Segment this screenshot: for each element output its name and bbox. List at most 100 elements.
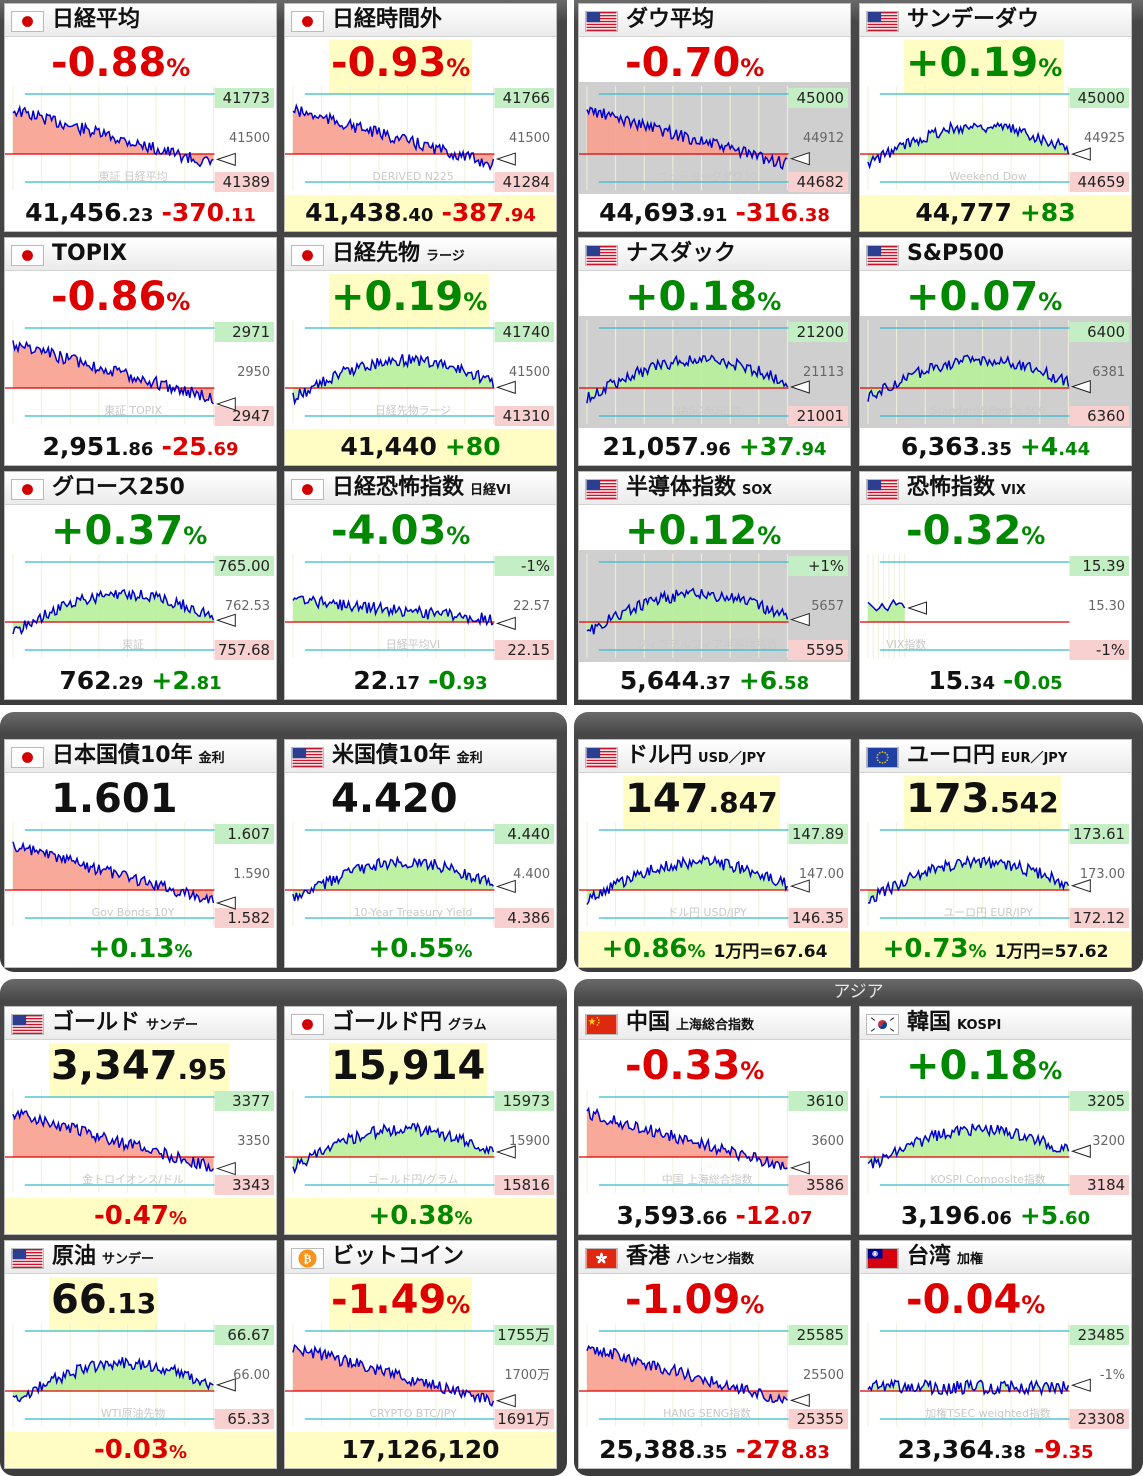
chart-label-mid: 21113 [803,365,844,380]
market-card-usdjpy[interactable]: ドル円 USD／JPY 147.847 ドル円 USD/JPY 147.89 147.00… [578,739,851,968]
price-chart[interactable]: Weekend Dow 45000 44925 44659 [860,82,1131,194]
chart-label-mid: 5657 [811,599,844,614]
price-chart[interactable]: NASDAQ指数 21200 21113 21001 [579,316,850,428]
card-header[interactable]: 日経先物 ラージ [285,238,556,271]
market-card-dow[interactable]: ダウ平均 -0.70% ニューヨークダウ30 45000 44912 44682 44,69… [578,3,851,232]
price-chart[interactable]: ニューヨークダウ30 45000 44912 44682 [579,82,850,194]
price-chart[interactable]: 加権TSEC weighted指数 23485 -1% 23308 [860,1319,1131,1431]
card-header[interactable]: ナスダック [579,238,850,271]
card-header[interactable]: 日経時間外 [285,4,556,37]
market-card-nikkei-ah[interactable]: 日経時間外 -0.93% DERIVED N225 41766 41500 41284 41… [284,3,557,232]
market-card-growth250[interactable]: グロース250 +0.37% 東証 765.00 762.53 757.68 762.29 +… [4,471,277,700]
price-chart[interactable]: 中国 上海総合指数 3610 3600 3586 [579,1085,850,1197]
card-header[interactable]: 香港 ハンセン指数 [579,1241,850,1274]
card-header[interactable]: 米国債10年 金利 [285,740,556,773]
price-chart[interactable]: CRYPTO BTC/JPY 1755万 1700万 1691万 [285,1319,556,1431]
market-card-taiwan[interactable]: 台湾 加権 -0.04% 加権TSEC weighted指数 23485 -1% 23308… [859,1240,1132,1469]
card-header[interactable]: グロース250 [5,472,276,505]
headline-percent: % [740,1291,765,1319]
price-chart[interactable]: 10-Year Treasury Yield 4.440 4.400 4.386 [285,818,556,930]
headline-value: -0.93% [329,40,473,94]
market-card-eurjpy[interactable]: ユーロ円 EUR／JPY 173.542 ユーロ円 EUR/JPY 173.61 173.… [859,739,1132,968]
chart-label-high: 173.61 [1073,825,1125,843]
price-chart[interactable]: 金トロイオンス/ドル 3377 3350 3343 [5,1085,276,1197]
market-card-hongkong[interactable]: 香港 ハンセン指数 -1.09% HANG SENG指数 25585 25500 25355… [578,1240,851,1469]
price-frac: .86 [121,439,154,460]
price-chart[interactable]: ゴールド円/グラム 15973 15900 15816 [285,1085,556,1197]
headline-main: -0.93 [331,40,447,86]
market-card-sox[interactable]: 半導体指数 SOX +0.12% フィラデルフィア半導体指数 +1% 5657 5595 5,… [578,471,851,700]
headline-frac: .542 [989,786,1059,819]
card-header[interactable]: 韓国 KOSPI [860,1007,1131,1040]
market-card-gold[interactable]: ゴールド サンデー 3,347.95 金トロイオンス/ドル 3377 3350 3343 -0… [4,1006,277,1235]
price-chart[interactable]: フィラデルフィア半導体指数 +1% 5657 5595 [579,550,850,662]
instrument-name: 米国債10年 金利 [332,743,483,768]
card-header[interactable]: ₿ ビットコイン [285,1241,556,1274]
market-card-china[interactable]: 中国 上海総合指数 -0.33% 中国 上海総合指数 3610 3600 3586 3,593… [578,1006,851,1235]
card-header[interactable]: S&P500 [860,238,1131,271]
market-card-korea[interactable]: 韓国 KOSPI +0.18% KOSPI Composite指数 3205 3200 31… [859,1006,1132,1235]
card-header[interactable]: 原油 サンデー [5,1241,276,1274]
quote-footer: 6,363.35 +4.44 [860,429,1131,465]
price-chart[interactable]: HANG SENG指数 25585 25500 25355 [579,1319,850,1431]
price-chart[interactable]: 日経先物ラージ 41740 41500 41310 [285,316,556,428]
price-chart[interactable]: ユーロ円 EUR/JPY 173.61 173.00 172.12 [860,818,1131,930]
market-card-nikkei-vi[interactable]: 日経恐怖指数 日経VI -4.03% 日経平均VI -1% 22.57 22.15 22.17… [284,471,557,700]
price-frac: .37 [698,673,731,694]
change-footer: +0.55% [285,931,556,967]
market-card-gold-jpy[interactable]: ゴールド円 グラム 15,914 ゴールド円/グラム 15973 15900 15816 +0… [284,1006,557,1235]
chart-label-high: 3377 [232,1092,270,1110]
market-card-oil[interactable]: 原油 サンデー 66.13 WTI原油先物 66.67 66.00 65.33 -0.03% [4,1240,277,1469]
card-header[interactable]: 半導体指数 SOX [579,472,850,505]
svg-text:₿: ₿ [304,1252,312,1266]
card-header[interactable]: ダウ平均 [579,4,850,37]
market-card-bitcoin[interactable]: ₿ ビットコイン -1.49% CRYPTO BTC/JPY 1755万 1700万 169… [284,1240,557,1469]
card-header[interactable]: 台湾 加権 [860,1241,1131,1274]
price-chart[interactable]: Standard&Poor's 500 6400 6381 6360 [860,316,1131,428]
price-chart[interactable]: DERIVED N225 41766 41500 41284 [285,82,556,194]
market-card-nikkei[interactable]: 日経平均 -0.88% 東証 日経平均 41773 41500 41389 41,456.2… [4,3,277,232]
card-header[interactable]: ユーロ円 EUR／JPY [860,740,1131,773]
price-chart[interactable]: VIX指数 15.39 15.30 -1% [860,550,1131,662]
card-header[interactable]: 日経恐怖指数 日経VI [285,472,556,505]
price-int: 25,388 [599,1435,696,1464]
price-chart[interactable]: ドル円 USD/JPY 147.89 147.00 146.35 [579,818,850,930]
market-card-vix[interactable]: 恐怖指数 VIX -0.32% VIX指数 15.39 15.30 -1% 15.34 -0.0… [859,471,1132,700]
market-card-nikkei-fut[interactable]: 日経先物 ラージ +0.19% 日経先物ラージ 41740 41500 41310 41,44… [284,237,557,466]
chart-watermark: ユーロ円 EUR/JPY [943,906,1033,919]
market-card-jgb10[interactable]: 日本国債10年 金利 1.601 Gov Bonds 10Y 1.607 1.590 1.5… [4,739,277,968]
card-header[interactable]: 中国 上海総合指数 [579,1007,850,1040]
instrument-name: ゴールド円 グラム [332,1010,487,1035]
card-header[interactable]: ゴールド サンデー [5,1007,276,1040]
kr-flag-icon [866,1014,899,1035]
market-card-sp500[interactable]: S&P500 +0.07% Standard&Poor's 500 6400 6381 6… [859,237,1132,466]
price-chart[interactable]: 日経平均VI -1% 22.57 22.15 [285,550,556,662]
market-card-sunday-dow[interactable]: サンデーダウ +0.19% Weekend Dow 45000 44925 44659 44… [859,3,1132,232]
quote-footer: 41,438.40 -387.94 [285,195,556,231]
chart-label-low: 6360 [1087,407,1125,425]
market-card-topix[interactable]: TOPIX -0.86% 東証 TOPIX 2971 2950 2947 2,951.86-… [4,237,277,466]
card-header[interactable]: 恐怖指数 VIX [860,472,1131,505]
market-card-ust10[interactable]: 米国債10年 金利 4.420 10-Year Treasury Yield 4.440… [284,739,557,968]
card-header[interactable]: ゴールド円 グラム [285,1007,556,1040]
price-chart[interactable]: KOSPI Composite指数 3205 3200 3184 [860,1085,1131,1197]
market-card-nasdaq[interactable]: ナスダック +0.18% NASDAQ指数 21200 21113 21001 21,057… [578,237,851,466]
price-chart[interactable]: 東証 TOPIX 2971 2950 2947 [5,316,276,428]
chart-watermark: Standard&Poor's 500 [931,404,1046,417]
chart-label-high: 3610 [806,1092,844,1110]
headline-value: -0.04% [904,1277,1047,1331]
card-header[interactable]: ドル円 USD／JPY [579,740,850,773]
card-header[interactable]: TOPIX [5,238,276,271]
instrument-name: 韓国 KOSPI [907,1010,1002,1035]
card-header[interactable]: 日経平均 [5,4,276,37]
headline-main: 66 [51,1277,107,1323]
price-chart[interactable]: Gov Bonds 10Y 1.607 1.590 1.582 [5,818,276,930]
jp-flag-icon [291,245,324,266]
price-chart[interactable]: WTI原油先物 66.67 66.00 65.33 [5,1319,276,1431]
price-chart[interactable]: 東証 日経平均 41773 41500 41389 [5,82,276,194]
price-chart[interactable]: 東証 765.00 762.53 757.68 [5,550,276,662]
chart-label-high: 4.440 [507,825,550,843]
card-header[interactable]: 日本国債10年 金利 [5,740,276,773]
chart-watermark: CRYPTO BTC/JPY [369,1407,457,1420]
card-header[interactable]: サンデーダウ [860,4,1131,37]
